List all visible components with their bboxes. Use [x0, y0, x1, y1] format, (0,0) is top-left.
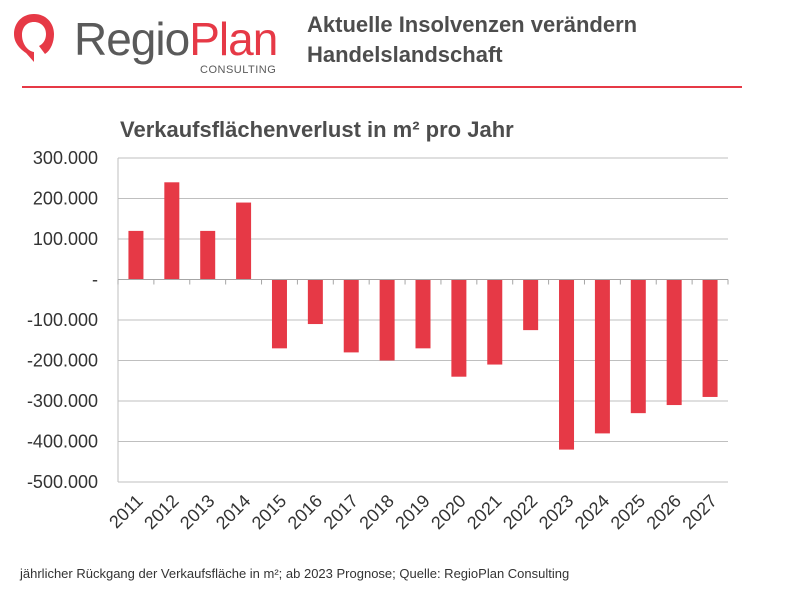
- bar: [164, 182, 180, 280]
- chart-title: Verkaufsflächenverlust in m² pro Jahr: [120, 117, 514, 142]
- y-tick-label: -100.000: [27, 310, 98, 330]
- x-tick-label: 2013: [176, 491, 218, 533]
- x-tick-label: 2011: [105, 491, 147, 533]
- y-tick-label: -200.000: [27, 351, 98, 371]
- bar: [236, 202, 252, 280]
- bar: [630, 279, 646, 414]
- y-tick-label: 100.000: [33, 229, 98, 249]
- bar: [702, 279, 718, 397]
- x-tick-label: 2012: [140, 491, 182, 533]
- bar: [128, 230, 144, 280]
- header-title-line2: Handelslandschaft: [307, 42, 503, 67]
- header-title-line1: Aktuelle Insolvenzen verändern: [307, 12, 638, 37]
- y-tick-label: 300.000: [33, 148, 98, 168]
- x-tick-label: 2014: [212, 491, 254, 533]
- bar: [200, 230, 216, 280]
- logo-name-part2: Plan: [189, 13, 278, 65]
- header-divider: [22, 86, 742, 88]
- bar: [307, 279, 323, 325]
- regioplan-logo: RegioPlan CONSULTING: [12, 10, 292, 76]
- y-tick-label: -: [92, 270, 98, 290]
- x-tick-label: 2016: [284, 491, 326, 533]
- footnote: jährlicher Rückgang der Verkaufsfläche i…: [20, 566, 570, 581]
- bar: [415, 279, 431, 349]
- bar: [559, 279, 575, 450]
- header-title: Aktuelle Insolvenzen verändern Handelsla…: [307, 10, 777, 70]
- logo-subtitle: CONSULTING: [200, 64, 277, 76]
- bar: [487, 279, 503, 365]
- logo-name-part1: Regio: [74, 13, 190, 65]
- x-tick-label: 2025: [607, 491, 649, 533]
- location-pin-icon: [14, 14, 54, 62]
- bar: [594, 279, 610, 434]
- x-tick-label: 2019: [391, 491, 433, 533]
- x-tick-label: 2015: [248, 491, 290, 533]
- y-tick-label: -400.000: [27, 432, 98, 452]
- bar: [271, 279, 287, 349]
- y-tick-label: 200.000: [33, 189, 98, 209]
- bar: [523, 279, 539, 331]
- x-tick-label: 2022: [499, 491, 541, 533]
- bar: [343, 279, 359, 353]
- y-tick-label: -500.000: [27, 472, 98, 492]
- x-tick-label: 2018: [355, 491, 397, 533]
- x-tick-label: 2021: [463, 491, 505, 533]
- x-tick-label: 2024: [571, 491, 613, 533]
- x-tick-label: 2027: [678, 491, 720, 533]
- x-tick-label: 2026: [643, 491, 685, 533]
- x-tick-label: 2017: [320, 491, 362, 533]
- bar: [666, 279, 682, 406]
- logo-wordmark: RegioPlan: [74, 13, 278, 65]
- x-tick-label: 2020: [427, 491, 469, 533]
- y-tick-label: -300.000: [27, 391, 98, 411]
- bar: [451, 279, 467, 377]
- x-tick-label: 2023: [535, 491, 577, 533]
- bar: [379, 279, 395, 361]
